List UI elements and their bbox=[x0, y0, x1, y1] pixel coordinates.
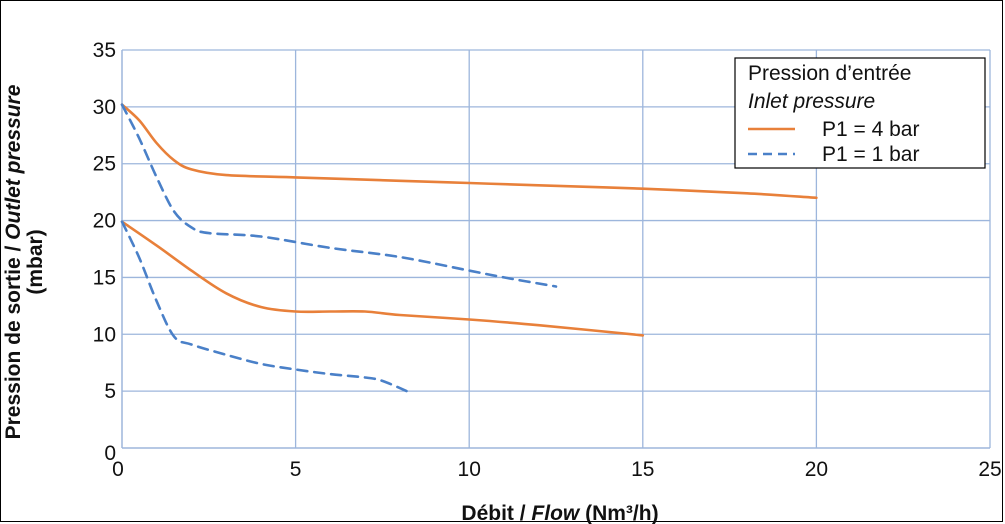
tick-labels: 0 5 10 15 20 25 0 5 10 15 20 25 30 35 bbox=[93, 39, 1002, 481]
legend-label-p1-4bar: P1 = 4 bar bbox=[822, 118, 919, 141]
y-tick-label: 20 bbox=[93, 210, 116, 233]
series-line-3 bbox=[120, 220, 408, 393]
series-line-1 bbox=[120, 220, 645, 337]
x-tick-label: 25 bbox=[978, 458, 1001, 481]
chart-series bbox=[120, 103, 818, 393]
y-tick-label: 5 bbox=[104, 380, 116, 403]
series-line-2 bbox=[120, 103, 558, 288]
series-line-0 bbox=[120, 103, 818, 200]
y-tick-label: 0 bbox=[104, 442, 116, 465]
svg-text:(mbar): (mbar) bbox=[24, 229, 47, 294]
x-tick-label: 15 bbox=[631, 458, 654, 481]
y-tick-label: 15 bbox=[93, 266, 116, 289]
svg-text:Pression de sortie / Outlet pr: Pression de sortie / Outlet pressure bbox=[2, 84, 25, 439]
x-tick-label: 0 bbox=[112, 458, 124, 481]
y-tick-label: 35 bbox=[93, 39, 116, 62]
legend-title: Pression d’entrée bbox=[748, 62, 911, 85]
x-axis-title: Débit / Flow (Nm³/h) bbox=[461, 502, 658, 524]
x-tick-label: 10 bbox=[458, 458, 481, 481]
chart-axes bbox=[121, 50, 990, 449]
legend-subtitle: Inlet pressure bbox=[748, 90, 875, 113]
y-tick-label: 25 bbox=[93, 153, 116, 176]
x-tick-label: 20 bbox=[805, 458, 828, 481]
y-tick-label: 30 bbox=[93, 96, 116, 119]
y-tick-label: 10 bbox=[93, 323, 116, 346]
legend: Pression d’entrée Inlet pressure P1 = 4 … bbox=[734, 57, 986, 169]
legend-label-p1-1bar: P1 = 1 bar bbox=[822, 143, 919, 166]
legend-box bbox=[734, 57, 986, 169]
x-tick-label: 5 bbox=[290, 458, 302, 481]
y-axis-title: Pression de sortie / Outlet pressure (mb… bbox=[2, 84, 47, 439]
